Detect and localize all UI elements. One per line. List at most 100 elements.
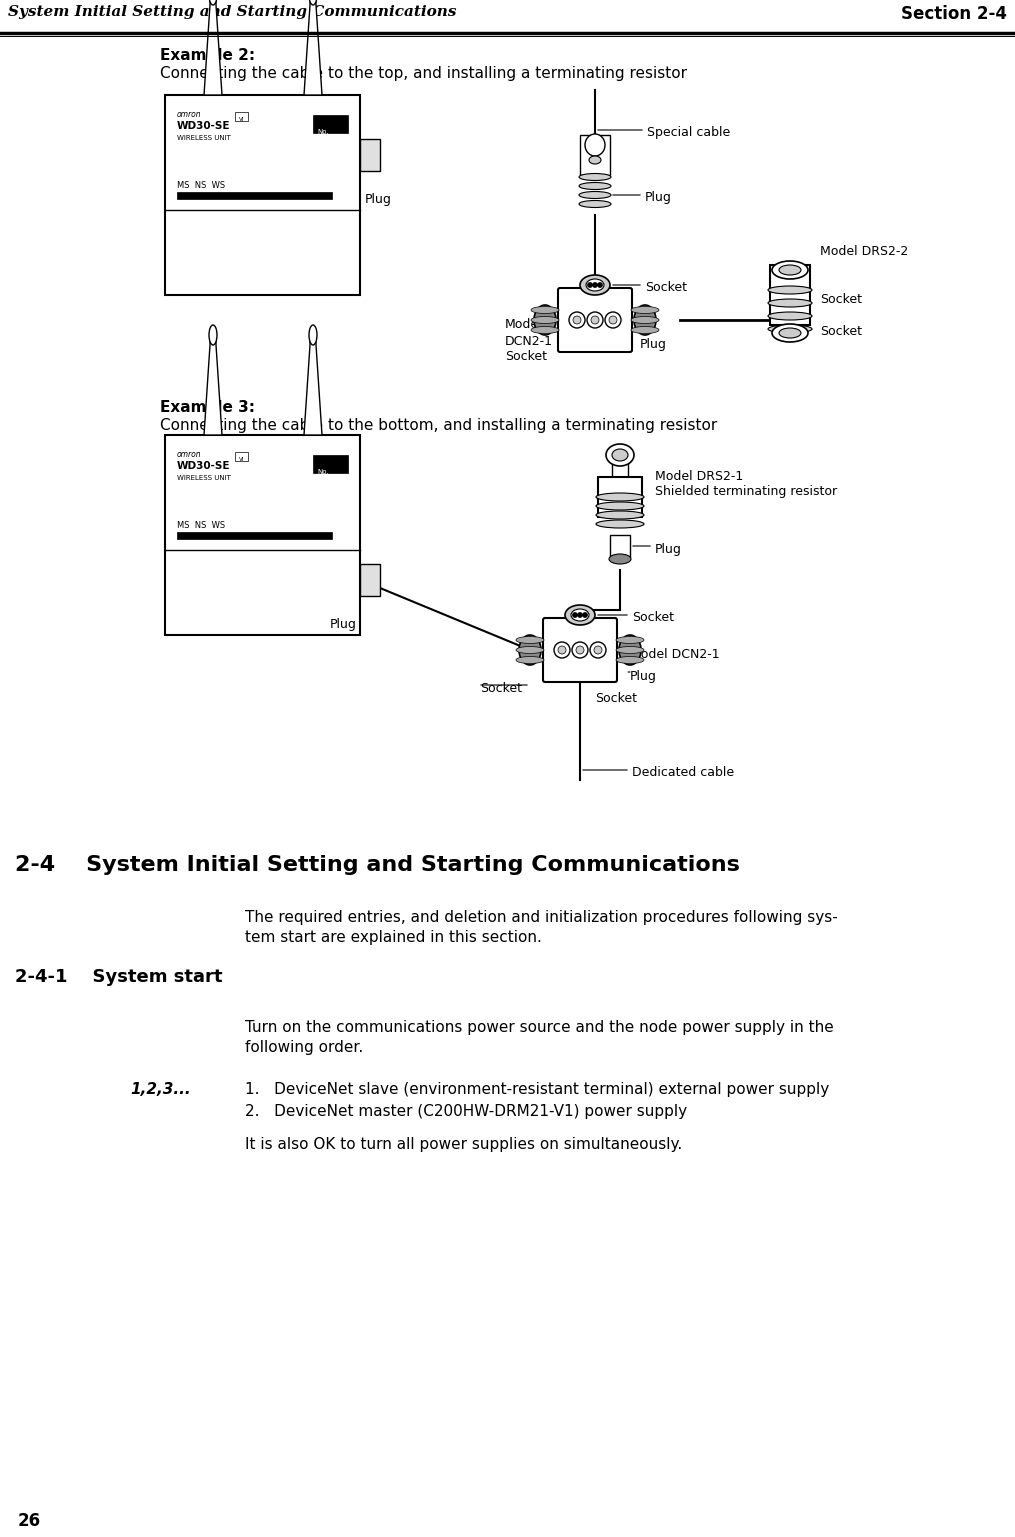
Circle shape xyxy=(583,613,588,618)
Text: System Initial Setting and Starting Communications: System Initial Setting and Starting Comm… xyxy=(8,5,457,18)
Text: Socket: Socket xyxy=(632,612,674,624)
Circle shape xyxy=(576,646,584,655)
Ellipse shape xyxy=(612,449,628,461)
Text: Socket: Socket xyxy=(820,324,862,338)
Circle shape xyxy=(572,613,578,618)
Ellipse shape xyxy=(606,444,634,466)
Text: Socket: Socket xyxy=(645,281,687,294)
Text: The required entries, and deletion and initialization procedures following sys-: The required entries, and deletion and i… xyxy=(245,910,837,925)
Bar xyxy=(177,192,332,198)
Text: Section 2-4: Section 2-4 xyxy=(901,5,1007,23)
Ellipse shape xyxy=(534,304,556,335)
Circle shape xyxy=(591,317,599,324)
Circle shape xyxy=(598,283,603,287)
Ellipse shape xyxy=(531,306,559,314)
Ellipse shape xyxy=(579,183,611,189)
Polygon shape xyxy=(304,0,322,95)
Ellipse shape xyxy=(531,317,559,323)
Text: WIRELESS UNIT: WIRELESS UNIT xyxy=(177,135,230,141)
Ellipse shape xyxy=(309,324,317,344)
Ellipse shape xyxy=(209,324,217,344)
Ellipse shape xyxy=(209,0,217,5)
Text: Turn on the communications power source and the node power supply in the: Turn on the communications power source … xyxy=(245,1021,833,1034)
Circle shape xyxy=(587,312,603,327)
Circle shape xyxy=(593,283,598,287)
Text: WD30-SE: WD30-SE xyxy=(177,121,230,131)
Text: 2.   DeviceNet master (C200HW-DRM21-V1) power supply: 2. DeviceNet master (C200HW-DRM21-V1) po… xyxy=(245,1104,687,1119)
Bar xyxy=(360,564,380,596)
Bar xyxy=(580,135,610,175)
Circle shape xyxy=(594,646,602,655)
Ellipse shape xyxy=(585,134,605,155)
Circle shape xyxy=(569,312,585,327)
Ellipse shape xyxy=(596,510,644,520)
Ellipse shape xyxy=(768,300,812,307)
Ellipse shape xyxy=(779,327,801,338)
Text: It is also OK to turn all power supplies on simultaneously.: It is also OK to turn all power supplies… xyxy=(245,1137,682,1153)
Ellipse shape xyxy=(516,647,544,653)
Bar xyxy=(313,455,348,473)
Text: Dedicated cable: Dedicated cable xyxy=(632,765,734,779)
Ellipse shape xyxy=(768,324,812,334)
Circle shape xyxy=(578,613,583,618)
Bar xyxy=(770,264,810,324)
Text: Model DCN2-1: Model DCN2-1 xyxy=(630,649,720,661)
Ellipse shape xyxy=(634,304,656,335)
Ellipse shape xyxy=(616,656,644,664)
Ellipse shape xyxy=(609,553,631,564)
Text: Example 3:: Example 3: xyxy=(160,400,255,415)
Bar xyxy=(235,452,248,461)
Text: MS  NS  WS: MS NS WS xyxy=(177,521,225,530)
Text: Connecting the cable to the top, and installing a terminating resistor: Connecting the cable to the top, and ins… xyxy=(160,66,687,81)
Ellipse shape xyxy=(579,200,611,207)
Text: tem start are explained in this section.: tem start are explained in this section. xyxy=(245,930,542,945)
Bar xyxy=(360,138,380,171)
Ellipse shape xyxy=(531,326,559,334)
Ellipse shape xyxy=(619,635,641,666)
Text: 2-4-1    System start: 2-4-1 System start xyxy=(15,968,222,987)
Text: VI: VI xyxy=(240,117,245,121)
Ellipse shape xyxy=(596,503,644,510)
Text: Example 2:: Example 2: xyxy=(160,48,255,63)
Ellipse shape xyxy=(616,647,644,653)
Text: Plug: Plug xyxy=(365,194,392,206)
Ellipse shape xyxy=(565,606,595,626)
Ellipse shape xyxy=(631,326,659,334)
Bar xyxy=(177,532,332,539)
Text: VI: VI xyxy=(240,456,245,463)
Text: No.: No. xyxy=(317,129,329,135)
Circle shape xyxy=(590,642,606,658)
Bar xyxy=(612,460,628,476)
Text: Plug: Plug xyxy=(640,338,667,350)
Ellipse shape xyxy=(579,192,611,198)
Polygon shape xyxy=(204,335,222,435)
Ellipse shape xyxy=(596,493,644,501)
Polygon shape xyxy=(304,335,322,435)
FancyBboxPatch shape xyxy=(543,618,617,682)
Circle shape xyxy=(554,642,570,658)
Text: Plug: Plug xyxy=(645,191,672,204)
Text: Socket: Socket xyxy=(595,692,637,705)
Ellipse shape xyxy=(768,286,812,294)
Text: Shielded terminating resistor: Shielded terminating resistor xyxy=(655,486,837,498)
Text: Model
DCN2-1: Model DCN2-1 xyxy=(505,318,553,347)
Text: following order.: following order. xyxy=(245,1041,363,1054)
Text: Socket: Socket xyxy=(505,350,547,363)
Bar xyxy=(235,112,248,121)
Text: omron: omron xyxy=(177,111,202,118)
Circle shape xyxy=(558,646,566,655)
Text: Special cable: Special cable xyxy=(647,126,730,138)
Ellipse shape xyxy=(309,0,317,5)
Polygon shape xyxy=(204,0,222,95)
Text: No.: No. xyxy=(317,469,329,475)
Ellipse shape xyxy=(516,636,544,644)
Text: 2-4    System Initial Setting and Starting Communications: 2-4 System Initial Setting and Starting … xyxy=(15,855,740,875)
Ellipse shape xyxy=(579,174,611,180)
Bar xyxy=(598,476,642,516)
Bar xyxy=(165,95,360,295)
Ellipse shape xyxy=(589,155,601,164)
Ellipse shape xyxy=(571,609,589,621)
Circle shape xyxy=(572,642,588,658)
Text: omron: omron xyxy=(177,450,202,460)
Circle shape xyxy=(605,312,621,327)
